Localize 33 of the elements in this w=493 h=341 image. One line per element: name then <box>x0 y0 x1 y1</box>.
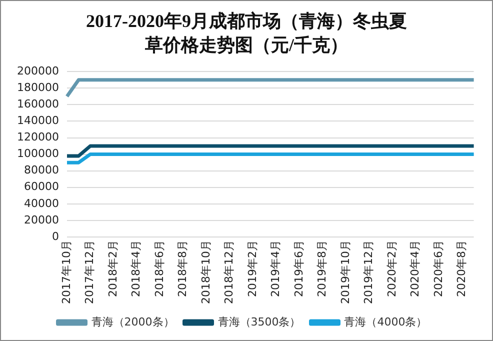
x-tick-label: 2019年12月 <box>362 240 376 304</box>
x-tick-label: 2017年12月 <box>83 240 96 304</box>
y-tick-label: 60000 <box>24 180 59 194</box>
x-tick-label: 2018年2月 <box>106 240 120 298</box>
x-tick-label: 2019年2月 <box>246 240 259 298</box>
legend-label: 青海（4000条） <box>344 315 428 328</box>
x-tick-label: 2019年6月 <box>292 240 306 298</box>
legend-label: 青海（2000条） <box>91 315 174 328</box>
x-tick-label: 2018年4月 <box>130 240 143 298</box>
x-tick-label: 2018年8月 <box>176 240 190 298</box>
legend-label: 青海（3500条） <box>218 315 301 328</box>
y-tick-label: 140000 <box>16 114 59 128</box>
y-tick-label: 80000 <box>24 164 59 177</box>
x-tick-label: 2020年2月 <box>385 240 398 298</box>
x-tick-label: 2018年6月 <box>152 240 166 298</box>
x-tick-label: 2020年4月 <box>408 240 422 298</box>
chart-title: 2017-2020年9月成都市场（青海）冬虫夏草价格走势图（元/千克） <box>85 10 408 57</box>
x-tick-label: 2020年6月 <box>432 240 445 298</box>
x-tick-label: 2018年10月 <box>199 240 212 304</box>
y-tick-label: 100000 <box>16 147 59 160</box>
y-tick-label: 20000 <box>24 213 59 226</box>
y-tick-label: 200000 <box>16 64 59 78</box>
y-tick-label: 180000 <box>16 81 59 94</box>
x-tick-label: 2019年10月 <box>338 240 352 304</box>
y-tick-label: 120000 <box>16 130 59 144</box>
y-tick-label: 40000 <box>24 196 59 210</box>
x-tick-label: 2019年4月 <box>269 240 282 298</box>
x-tick-label: 2019年8月 <box>316 240 329 298</box>
x-tick-label: 2017年10月 <box>60 240 73 304</box>
x-tick-label: 2018年12月 <box>222 240 236 304</box>
x-tick-label: 2020年8月 <box>455 240 468 298</box>
y-tick-label: 160000 <box>16 98 59 111</box>
y-tick-label: 0 <box>52 230 59 243</box>
